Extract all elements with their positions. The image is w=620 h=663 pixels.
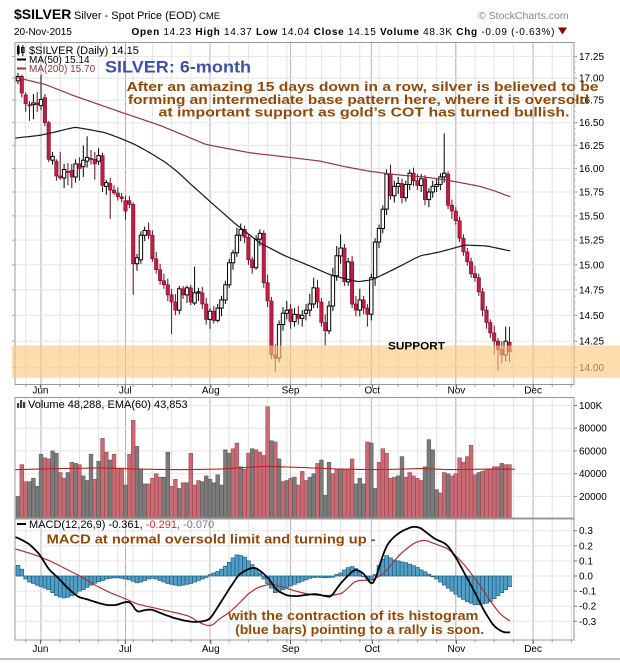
svg-text:Open 14.23 High 14.37 Low 14.0: Open 14.23 High 14.37 Low 14.04 Close 14… xyxy=(132,27,555,38)
svg-text:MACD(12,26,9) -0.361, -0.291,: MACD(12,26,9) -0.361, -0.291, -0.070 xyxy=(29,519,214,531)
svg-text:CME: CME xyxy=(199,11,220,22)
svg-text:17.25: 17.25 xyxy=(579,52,604,63)
svg-text:Jun: Jun xyxy=(32,644,48,655)
svg-text:SUPPORT: SUPPORT xyxy=(388,341,445,353)
svg-text:Volume 48,288, EMA(60) 43,853: Volume 48,288, EMA(60) 43,853 xyxy=(28,399,188,411)
svg-text:17.00: 17.00 xyxy=(579,74,604,85)
svg-text:After an amazing 15 days down: After an amazing 15 days down in a row, … xyxy=(127,79,599,94)
svg-text:MA(200) 15.70: MA(200) 15.70 xyxy=(29,64,96,75)
svg-text:Sep: Sep xyxy=(282,644,300,655)
svg-text:forming an intermediate base p: forming an intermediate base pattern her… xyxy=(128,92,589,107)
svg-text:(blue bars) pointing to a rall: (blue bars) pointing to a rally is soon. xyxy=(235,623,484,637)
svg-text:Nov: Nov xyxy=(448,644,466,655)
svg-text:0.2: 0.2 xyxy=(579,541,593,552)
svg-text:0.1: 0.1 xyxy=(579,556,593,567)
svg-text:with the contraction of its hi: with the contraction of its histogram xyxy=(227,609,478,623)
svg-text:-0.2: -0.2 xyxy=(579,602,597,613)
svg-text:$SILVER (Daily) 14.15: $SILVER (Daily) 14.15 xyxy=(29,45,139,57)
svg-text:Oct: Oct xyxy=(365,644,381,655)
svg-text:15.00: 15.00 xyxy=(579,260,604,271)
svg-text:Aug: Aug xyxy=(202,644,220,655)
svg-text:0.0: 0.0 xyxy=(579,572,593,583)
svg-text:Silver - Spot Price (EOD): Silver - Spot Price (EOD) xyxy=(74,10,196,22)
svg-text:15.50: 15.50 xyxy=(579,211,604,222)
svg-text:14.75: 14.75 xyxy=(579,285,604,296)
svg-text:Jul: Jul xyxy=(119,386,132,397)
svg-text:Jul: Jul xyxy=(119,644,132,655)
svg-text:Dec: Dec xyxy=(524,386,542,397)
svg-text:16.75: 16.75 xyxy=(579,96,604,107)
svg-text:Jun: Jun xyxy=(32,386,48,397)
svg-text:Nov: Nov xyxy=(448,386,466,397)
svg-text:40000: 40000 xyxy=(579,469,607,480)
svg-text:80000: 80000 xyxy=(579,424,607,435)
svg-text:Dec: Dec xyxy=(524,644,542,655)
svg-text:15.75: 15.75 xyxy=(579,188,604,199)
svg-text:$SILVER: $SILVER xyxy=(14,6,71,22)
svg-text:Aug: Aug xyxy=(202,386,220,397)
svg-text:14.50: 14.50 xyxy=(579,311,604,322)
svg-text:16.00: 16.00 xyxy=(579,164,604,175)
svg-text:Oct: Oct xyxy=(365,386,381,397)
svg-text:0.3: 0.3 xyxy=(579,526,593,537)
svg-text:MACD at normal oversold limit: MACD at normal oversold limit and turnin… xyxy=(47,532,376,547)
svg-text:60000: 60000 xyxy=(579,446,607,457)
svg-text:15.25: 15.25 xyxy=(579,236,604,247)
svg-text:16.25: 16.25 xyxy=(579,141,604,152)
svg-text:Sep: Sep xyxy=(282,386,300,397)
svg-text:100K: 100K xyxy=(579,401,603,412)
svg-text:20-Nov-2015: 20-Nov-2015 xyxy=(14,27,72,38)
svg-text:14.25: 14.25 xyxy=(579,337,604,348)
svg-text:SILVER: 6-month: SILVER: 6-month xyxy=(105,58,251,77)
svg-text:-0.1: -0.1 xyxy=(579,587,597,598)
svg-text:20000: 20000 xyxy=(579,492,607,503)
svg-text:-0.3: -0.3 xyxy=(579,617,597,628)
svg-text:at important support as gold’s: at important support as gold’s COT has t… xyxy=(159,105,570,120)
svg-text:16.50: 16.50 xyxy=(579,118,604,129)
svg-text:© StockCharts.com: © StockCharts.com xyxy=(478,10,569,22)
svg-text:MA(50) 15.14: MA(50) 15.14 xyxy=(29,55,90,66)
